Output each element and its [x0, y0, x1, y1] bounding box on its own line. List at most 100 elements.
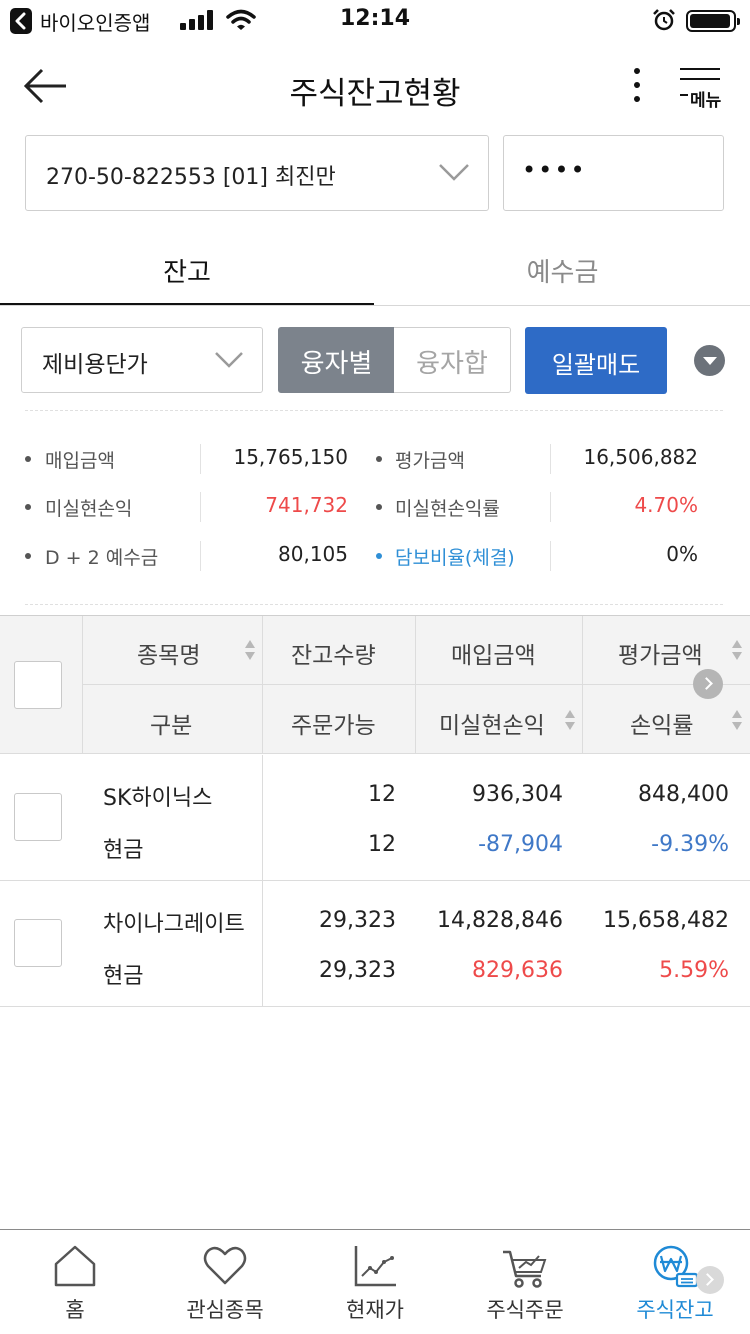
- eval-amount: 848,400: [638, 782, 729, 807]
- column-header-name[interactable]: 종목명: [137, 643, 201, 669]
- orderable-quantity: 29,323: [319, 958, 396, 983]
- unrealized-pnl: -87,904: [478, 832, 563, 857]
- select-all-checkbox[interactable]: [14, 661, 62, 709]
- summary-row: 미실현손익 741,732 미실현손익률 4.70%: [0, 488, 750, 528]
- segment-by-loan[interactable]: 융자별: [278, 327, 395, 393]
- collateral-ratio-link[interactable]: 담보비율(체결): [395, 547, 515, 569]
- tab-deposit[interactable]: 예수금: [375, 232, 750, 306]
- bullet-icon: [25, 504, 31, 510]
- nav-label: 홈: [65, 1298, 85, 1322]
- summary-label: 매입금액: [45, 450, 115, 472]
- quantity: 29,323: [319, 908, 396, 933]
- signal-icon: [180, 10, 213, 30]
- summary-value: 741,732: [265, 493, 348, 517]
- column-header-rate[interactable]: 손익률: [630, 713, 694, 739]
- orderable-quantity: 12: [368, 832, 396, 857]
- heart-icon: [203, 1246, 247, 1285]
- summary-label: D + 2 예수금: [45, 547, 159, 569]
- summary-value: 4.70%: [634, 493, 698, 517]
- separator: [582, 616, 583, 754]
- back-to-app-icon[interactable]: [10, 8, 32, 34]
- separator: [262, 755, 263, 880]
- tab-balance[interactable]: 잔고: [0, 232, 374, 306]
- separator: [415, 616, 416, 754]
- row-checkbox[interactable]: [14, 793, 62, 841]
- expand-summary-button[interactable]: [694, 345, 725, 376]
- back-button[interactable]: [22, 66, 70, 106]
- eval-amount: 15,658,482: [603, 908, 729, 933]
- separator: [550, 492, 551, 522]
- column-header-eval-amount[interactable]: 평가금액: [618, 643, 703, 669]
- bulk-sell-label: 일괄매도: [551, 351, 641, 379]
- table-row[interactable]: 차이나그레이트 현금 29,323 29,323 14,828,846 829,…: [0, 881, 750, 1007]
- tab-label: 예수금: [526, 258, 599, 288]
- divider: [25, 604, 723, 605]
- sort-icon[interactable]: [565, 710, 575, 732]
- summary-row: D + 2 예수금 80,105 담보비율(체결) 0%: [0, 537, 750, 577]
- nav-home[interactable]: 홈: [0, 1230, 150, 1334]
- summary-value: 15,765,150: [233, 445, 348, 469]
- sort-icon[interactable]: [732, 640, 742, 662]
- separator: [262, 616, 263, 754]
- summary-value: 80,105: [278, 542, 348, 566]
- menu-button[interactable]: 메뉴: [678, 66, 730, 112]
- segment-loan-sum[interactable]: 융자합: [394, 327, 511, 393]
- column-header-buy-amount: 매입금액: [451, 643, 536, 669]
- tab-label: 잔고: [163, 258, 211, 288]
- nav-label: 주식주문: [486, 1298, 564, 1322]
- price-basis-value: 제비용단가: [42, 352, 148, 378]
- nav-stock-balance[interactable]: 주식잔고: [600, 1230, 750, 1334]
- column-header-pnl[interactable]: 미실현손익: [439, 713, 545, 739]
- menu-icon-line: [680, 94, 688, 96]
- summary-value: 0%: [666, 542, 698, 566]
- pnl-rate: -9.39%: [651, 832, 729, 857]
- bullet-icon: [25, 553, 31, 559]
- won-balance-icon: [653, 1245, 699, 1288]
- column-header-type: 구분: [150, 713, 193, 739]
- stock-type: 현금: [103, 964, 144, 989]
- more-options-button[interactable]: [622, 62, 652, 110]
- buy-amount: 14,828,846: [437, 908, 563, 933]
- stock-name: 차이나그레이트: [103, 912, 245, 937]
- separator: [262, 881, 263, 1006]
- nav-scroll-right-icon[interactable]: [696, 1266, 724, 1294]
- nav-label: 현재가: [346, 1298, 404, 1322]
- separator: [550, 541, 551, 571]
- cart-icon: [503, 1250, 547, 1288]
- summary-label: 미실현손익률: [395, 498, 500, 520]
- nav-watchlist[interactable]: 관심종목: [150, 1230, 300, 1334]
- password-value: ••••: [522, 156, 587, 184]
- account-value: 270-50-822553 [01] 최진만: [46, 165, 336, 190]
- arrow-left-icon: [23, 68, 66, 104]
- header: 주식잔고현황 메뉴: [0, 40, 750, 132]
- chevron-down-icon: [215, 352, 243, 368]
- divider: [25, 410, 723, 411]
- wifi-icon: [226, 9, 256, 30]
- unrealized-pnl: 829,636: [472, 958, 563, 983]
- sort-icon[interactable]: [245, 640, 255, 662]
- dot-icon: [634, 68, 640, 74]
- nav-label: 주식잔고: [636, 1298, 714, 1322]
- dot-icon: [634, 96, 640, 102]
- row-checkbox[interactable]: [14, 919, 62, 967]
- bulk-sell-button[interactable]: 일괄매도: [525, 327, 667, 394]
- nav-stock-order[interactable]: 주식주문: [450, 1230, 600, 1334]
- sort-icon[interactable]: [732, 710, 742, 732]
- separator: [200, 444, 201, 474]
- home-icon: [54, 1245, 96, 1287]
- price-basis-select[interactable]: 제비용단가: [21, 327, 263, 393]
- tabs-divider: [0, 305, 750, 306]
- bullet-icon: [25, 456, 31, 462]
- quantity: 12: [368, 782, 396, 807]
- scroll-right-icon[interactable]: [693, 669, 723, 699]
- summary-label: 평가금액: [395, 450, 465, 472]
- back-app-name[interactable]: 바이오인증앱: [40, 11, 151, 35]
- chevron-down-icon: [439, 164, 469, 181]
- pnl-rate: 5.59%: [659, 958, 729, 983]
- table-row[interactable]: SK하이닉스 현금 12 12 936,304 -87,904 848,400 …: [0, 755, 750, 881]
- buy-amount: 936,304: [472, 782, 563, 807]
- menu-icon: [680, 68, 720, 70]
- nav-current-price[interactable]: 현재가: [300, 1230, 450, 1334]
- account-select[interactable]: 270-50-822553 [01] 최진만: [25, 135, 489, 211]
- password-field[interactable]: ••••: [503, 135, 724, 211]
